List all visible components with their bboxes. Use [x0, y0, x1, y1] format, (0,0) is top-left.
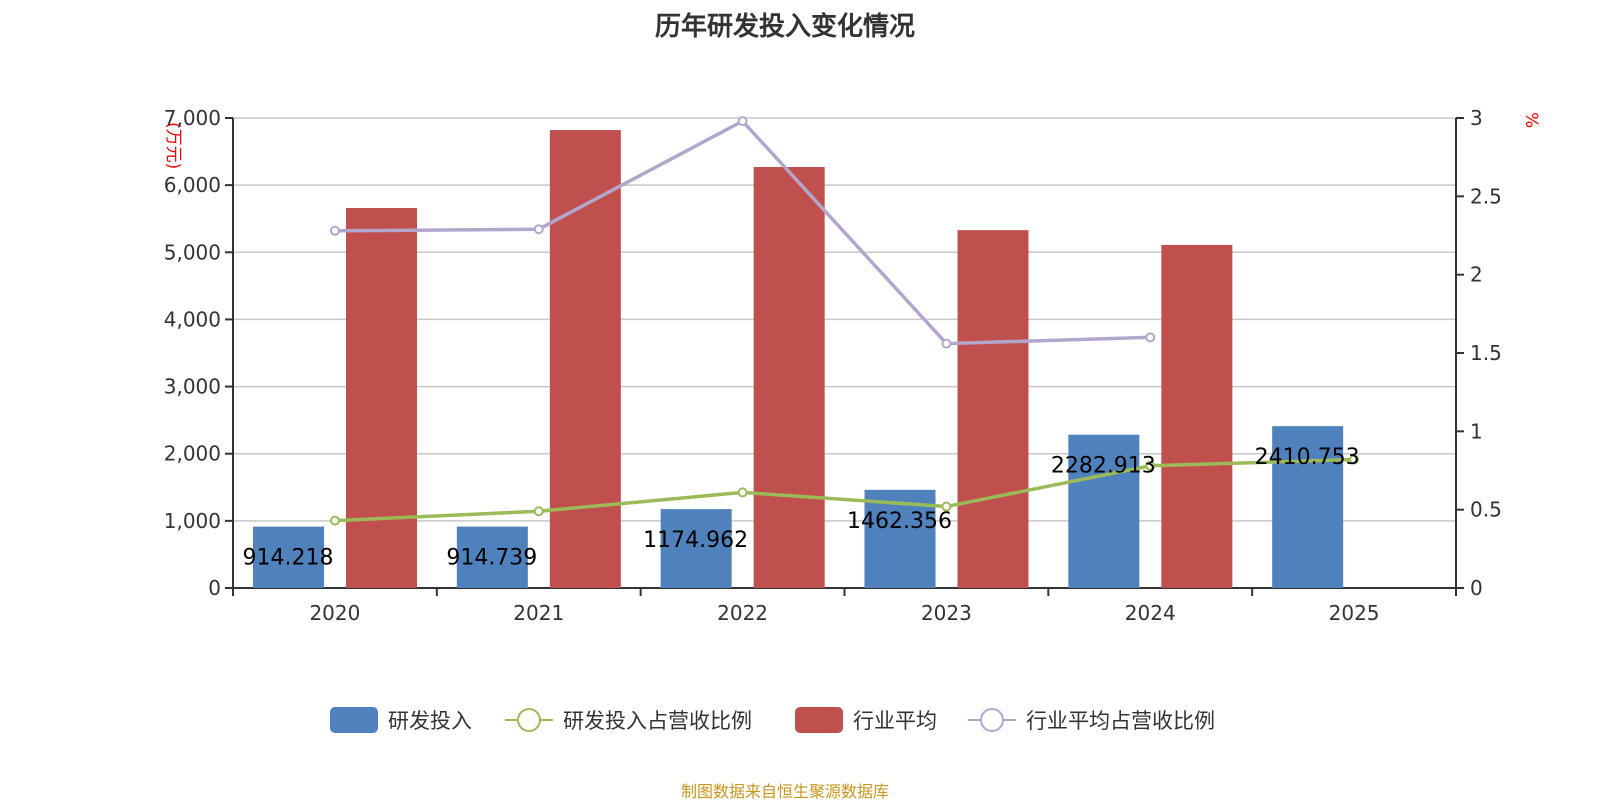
legend-marker-icon [980, 708, 1004, 732]
legend-item[interactable]: 行业平均 [795, 707, 937, 733]
rd-ratio-point [1349, 454, 1360, 465]
legend-bar-icon [795, 707, 843, 733]
x-tick-label: 2024 [1125, 601, 1176, 625]
bar-industry-average [957, 230, 1029, 588]
bar-data-label: 1174.962 [643, 528, 748, 553]
rd-ratio-line [334, 457, 1355, 523]
industry-ratio-point [533, 224, 544, 235]
x-tick-label: 2021 [513, 601, 564, 625]
bar-industry-average [1161, 244, 1233, 588]
x-tick-label: 2020 [309, 601, 360, 625]
chart-title: 历年研发投入变化情况 [654, 12, 915, 42]
y-right-axis-label: % [1521, 112, 1541, 128]
y-left-tick-label: 7,000 [164, 106, 221, 130]
industry-ratio-point [329, 225, 340, 236]
y-right-tick-label: 0 [1470, 576, 1483, 600]
bar-data-label: 1462.356 [847, 509, 952, 534]
legend-label: 研发投入 [388, 709, 472, 733]
source-note: 制图数据来自恒生聚源数据库 [680, 782, 889, 801]
y-left-tick-label: 5,000 [164, 240, 221, 264]
industry-ratio-point [1145, 332, 1156, 343]
y-right-tick-label: 2 [1470, 263, 1483, 287]
x-tick-label: 2022 [717, 601, 768, 625]
bar-rd-investment [253, 526, 324, 588]
y-left-tick-label: 1,000 [164, 509, 221, 533]
bar-rd-investment [1272, 426, 1344, 588]
bar-rd-investment [660, 509, 732, 588]
legend-item[interactable]: 研发投入占营收比例 [505, 708, 752, 733]
legend-label: 行业平均 [853, 709, 937, 733]
y-left-axis-label: (万元) [163, 122, 183, 169]
bar-rd-investment [1068, 434, 1140, 588]
legend-item[interactable]: 行业平均占营收比例 [968, 708, 1215, 733]
bar-industry-average [753, 167, 825, 588]
bar-data-label: 2282.913 [1051, 454, 1156, 479]
bar-data-label: 2410.753 [1255, 445, 1360, 470]
legend-item[interactable]: 研发投入 [330, 707, 472, 733]
legend-bar-icon [330, 707, 378, 733]
rd-ratio-point [329, 515, 340, 526]
y-left-tick-label: 0 [208, 576, 221, 600]
x-tick-label: 2025 [1329, 601, 1380, 625]
bar-rd-investment [456, 526, 528, 588]
industry-ratio-point [941, 338, 952, 349]
y-right-tick-label: 1 [1470, 419, 1483, 443]
legend-marker-icon [517, 708, 541, 732]
y-left-tick-label: 2,000 [164, 442, 221, 466]
bar-data-label: 914.739 [446, 546, 537, 571]
legend-label: 研发投入占营收比例 [563, 709, 752, 733]
bar-data-label: 914.218 [243, 546, 334, 571]
y-left-tick-label: 6,000 [164, 173, 221, 197]
rd-ratio-point [533, 506, 544, 517]
legend-label: 行业平均占营收比例 [1026, 709, 1215, 733]
y-right-tick-label: 1.5 [1470, 341, 1502, 365]
industry-ratio-point [737, 116, 748, 127]
x-tick-label: 2023 [921, 601, 972, 625]
rd-ratio-point [941, 501, 952, 512]
rd-ratio-point [1145, 460, 1156, 471]
rd-ratio-point [737, 487, 748, 498]
bar-industry-average [549, 130, 621, 589]
y-left-tick-label: 3,000 [164, 375, 221, 399]
y-right-tick-label: 0.5 [1470, 498, 1502, 522]
y-right-tick-label: 2.5 [1470, 184, 1502, 208]
bar-industry-average [346, 207, 417, 588]
y-right-tick-label: 3 [1470, 106, 1483, 130]
y-left-tick-label: 4,000 [164, 307, 221, 331]
